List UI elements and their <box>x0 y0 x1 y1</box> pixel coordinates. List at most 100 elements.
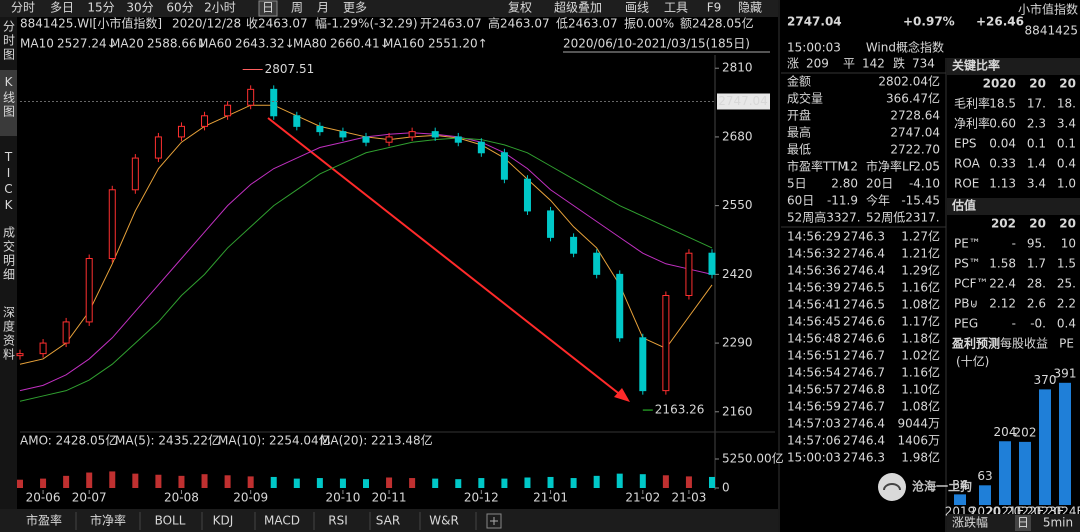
row-value: 2747.04 <box>890 126 940 140</box>
tick-amount: 1.02亿 <box>901 348 940 363</box>
side-tab[interactable]: 深度资料 <box>2 306 16 362</box>
volume-bar <box>109 471 116 488</box>
toolbar-button[interactable]: F9 <box>707 1 722 15</box>
x-tick-label: 21-03 <box>671 491 706 505</box>
toolbar-bg <box>0 0 778 17</box>
ratio-value: 1.7 <box>1027 257 1046 271</box>
row-value: 2722.70 <box>890 143 940 157</box>
bottom-tab[interactable]: KDJ <box>213 514 234 528</box>
toolbar-button[interactable]: 分时 <box>11 1 35 15</box>
toolbar-button[interactable]: 15分 <box>87 1 114 15</box>
add-tab[interactable] <box>486 513 502 529</box>
tick-price: 2746.4 <box>843 434 885 448</box>
toolbar-button[interactable]: 隐藏 <box>738 1 762 15</box>
tick-price: 2746.8 <box>843 383 885 397</box>
last-price: 2747.04 <box>718 94 768 108</box>
ratio-value: 0.60 <box>989 117 1016 131</box>
ratio-value: 0.1 <box>1057 137 1076 151</box>
day-box[interactable] <box>1015 515 1031 531</box>
toolbar-button[interactable]: 复权 <box>508 1 532 15</box>
side-tab[interactable]: 成交明细 <box>2 226 16 282</box>
toolbar-button[interactable]: 画线 <box>625 1 649 15</box>
volume-bar <box>478 478 485 488</box>
volume-bar <box>247 476 254 488</box>
tick-price: 2746.4 <box>843 417 885 431</box>
side-tab[interactable]: 分时图 <box>2 20 16 62</box>
bottom-tab[interactable]: 市盈率 <box>26 513 62 528</box>
row-label: 最低 <box>787 143 811 157</box>
toolbar-button[interactable]: 30分 <box>126 1 153 15</box>
forecast-value: 34 <box>952 478 967 492</box>
volume-bar <box>201 474 208 488</box>
toolbar-button[interactable]: 日 <box>262 1 274 15</box>
forecast-bar <box>954 494 966 505</box>
ratio-value: 28. <box>1027 277 1046 291</box>
volume-bar <box>363 479 369 488</box>
toolbar-button[interactable]: 多日 <box>50 1 74 15</box>
ratio-value: 2.3 <box>1027 117 1046 131</box>
footer-interval[interactable]: 5min <box>1043 516 1073 530</box>
bottom-tab[interactable]: W&R <box>429 514 459 528</box>
toolbar-button[interactable]: 2小时 <box>204 1 236 15</box>
forecast-value: 63 <box>977 469 992 483</box>
forecast-eps: 每股收益 <box>1000 336 1048 351</box>
volume-bar <box>17 479 23 488</box>
tick-price: 2746.6 <box>843 315 885 329</box>
ratio-value: 0.33 <box>989 157 1016 171</box>
toolbar-button[interactable]: 超级叠加 <box>554 0 602 15</box>
footer-label: 涨跌幅 <box>952 515 988 530</box>
breadth-value: 734 <box>912 57 935 71</box>
ma-value: 2527.24↓ <box>57 37 117 51</box>
side-tab[interactable]: TICK <box>2 150 16 214</box>
ratio-label: PE™ <box>954 237 981 251</box>
pair-label: 52周低2317. <box>866 211 940 225</box>
bottom-tab[interactable]: 市净率 <box>90 513 126 528</box>
ratio-label: PCF™ <box>954 277 989 291</box>
ratio-value: 95. <box>1027 237 1046 251</box>
ma-name: MA60 <box>198 37 232 51</box>
footer-day[interactable]: 日 <box>1017 516 1029 530</box>
x-tick-label: 20-06 <box>26 491 61 505</box>
bottom-tab[interactable]: BOLL <box>155 514 186 528</box>
row-label: 开盘 <box>787 108 811 123</box>
bottom-tab[interactable]: RSI <box>328 514 348 528</box>
bottom-tab[interactable]: SAR <box>376 514 400 528</box>
info-text: 8841425.WI[小市值指数] <box>20 16 162 31</box>
side-tab-bg <box>0 17 17 509</box>
volume-bar <box>316 478 323 488</box>
ratio-label: ROA <box>954 157 981 171</box>
toolbar-button[interactable]: 工具 <box>664 1 688 15</box>
toolbar-button[interactable]: 更多 <box>343 1 367 15</box>
pair-label: 60日 <box>787 194 814 208</box>
toolbar-button[interactable]: 周 <box>291 1 303 15</box>
tick-amount: 1.16亿 <box>901 280 940 295</box>
candle <box>62 321 70 344</box>
breadth-label: 跌 <box>893 56 905 71</box>
table-header: 20 <box>1029 217 1046 231</box>
tick-amount: 1.10亿 <box>901 382 940 397</box>
side-tab[interactable]: K线图 <box>2 75 16 119</box>
toolbar-button[interactable]: 60分 <box>166 1 193 15</box>
volume-bar <box>432 478 439 488</box>
tick-amount: 1.18亿 <box>901 331 940 346</box>
tick-amount: 1406万 <box>897 434 940 448</box>
forecast-bar <box>979 485 991 505</box>
x-tick-label: 20-11 <box>372 491 407 505</box>
pair-label: 5日 <box>787 177 807 191</box>
index-name: Wind概念指数 <box>866 40 944 55</box>
candle <box>616 273 624 339</box>
ratio-value: 1.58 <box>989 257 1016 271</box>
quote-code: 8841425 <box>1025 24 1078 38</box>
breadth-label: 平 <box>843 57 855 71</box>
table-header: 2020 <box>983 77 1016 91</box>
row-value: 2802.04亿 <box>878 74 940 89</box>
tick-amount: 1.27亿 <box>901 229 940 244</box>
ma-name: MA10 <box>20 37 54 51</box>
bottom-tab[interactable]: MACD <box>264 514 300 528</box>
volume-tick-label: 0 <box>722 481 730 495</box>
ma-name: MA80 <box>293 37 327 51</box>
tick-amount: 1.16亿 <box>901 365 940 380</box>
ma-name: MA160 <box>383 37 424 51</box>
toolbar-button[interactable]: 月 <box>317 1 329 15</box>
row-value: 366.47亿 <box>886 91 940 106</box>
